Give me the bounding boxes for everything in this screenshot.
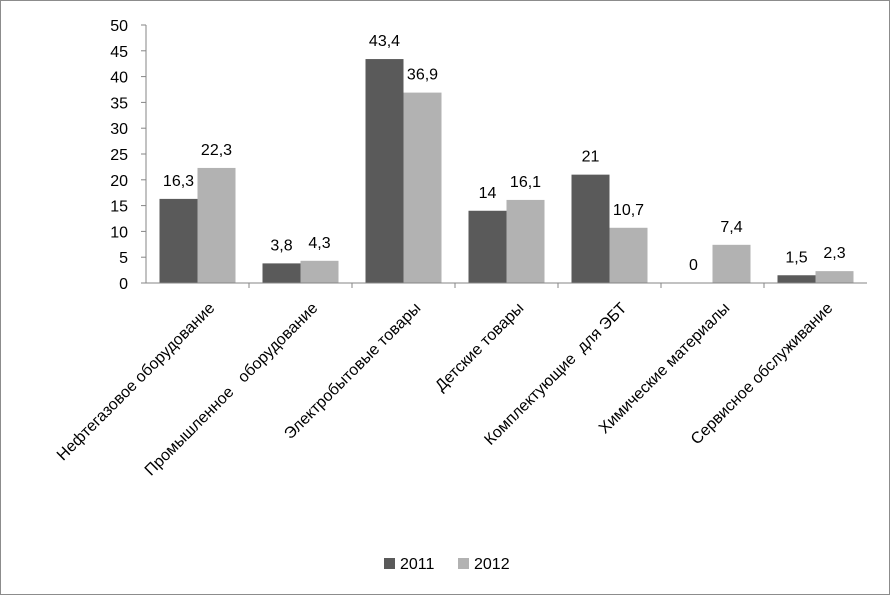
y-tick-label: 40 [110,70,128,87]
y-tick-label: 10 [110,224,128,241]
y-tick-label: 5 [119,250,128,267]
data-label-2011: 0 [689,257,698,274]
legend: 2011 2012 [384,556,510,573]
bar-2012 [712,244,751,283]
bar-2012 [609,227,648,283]
data-labels: 16,3 22,3 3,8 4,3 43,4 36,9 14 16,1 21 10,7 0 7,4 1,… [163,33,846,274]
legend-swatch-2011 [384,558,395,569]
data-label-2012: 22,3 [201,142,232,159]
legend-swatch-2012 [458,558,469,569]
data-label-2012: 7,4 [720,219,742,236]
category-label: Промышленное оборудование [142,300,322,480]
data-label-2011: 21 [582,149,600,166]
category-label: Нефтегазовое оборудование [54,300,218,464]
legend-label-2011: 2011 [400,556,435,573]
data-label-2011: 43,4 [369,33,400,50]
data-label-2012: 2,3 [823,245,845,262]
bar-2012 [197,167,236,283]
category-label: Детские товары [432,300,527,395]
data-label-2012: 36,9 [407,67,438,84]
bar-2011 [365,59,404,283]
bar-2012 [403,92,442,283]
y-axis: 0 5 10 15 20 25 30 35 40 45 50 [110,18,147,293]
y-tick-label: 15 [110,199,128,216]
y-tick-label: 0 [119,276,128,293]
y-tick-label: 20 [110,173,128,190]
bar-2012 [506,199,545,283]
y-tick-label: 35 [110,95,128,112]
y-tick-label: 45 [110,44,128,61]
y-tick-label: 30 [110,121,128,138]
bar-2011 [468,210,507,283]
y-tick-label: 25 [110,147,128,164]
bar-2011 [262,263,301,283]
bar-2012 [300,260,339,283]
bar-2012 [815,271,854,283]
data-label-2012: 16,1 [510,174,541,191]
y-tick-label: 50 [110,18,128,35]
data-label-2011: 14 [479,185,497,202]
bar-2011 [571,174,610,283]
data-label-2011: 3,8 [270,237,292,254]
data-label-2012: 10,7 [613,202,644,219]
bars [159,59,854,283]
data-label-2011: 1,5 [785,249,807,266]
legend-label-2012: 2012 [474,556,510,573]
data-label-2011: 16,3 [163,173,194,190]
data-label-2012: 4,3 [308,235,330,252]
bar-2011 [159,198,198,283]
bar-2011 [777,275,816,283]
